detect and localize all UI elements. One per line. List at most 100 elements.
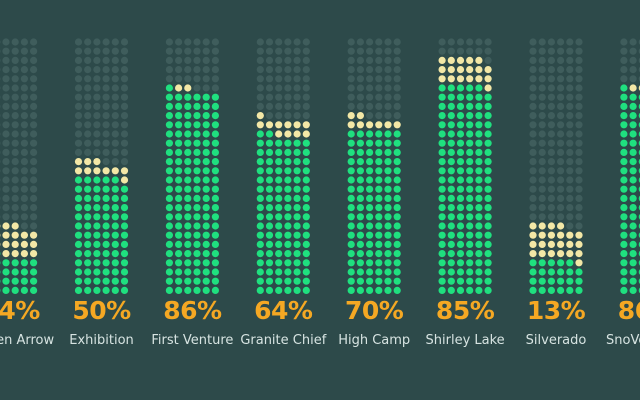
empty-dot	[529, 158, 537, 166]
value-dot	[193, 250, 201, 258]
value-dot	[475, 268, 483, 276]
empty-dot	[547, 47, 556, 55]
empty-dot	[566, 139, 574, 147]
empty-dot	[538, 194, 546, 202]
value-dot	[456, 102, 465, 110]
empty-dot	[366, 102, 374, 110]
value-dot	[375, 231, 383, 239]
empty-dot	[29, 158, 38, 166]
value-dot	[111, 231, 119, 239]
value-dot	[366, 148, 374, 156]
value-dot	[366, 259, 374, 267]
value-dot	[447, 185, 455, 193]
empty-dot	[256, 56, 264, 64]
value-dot	[284, 185, 292, 193]
empty-dot	[547, 139, 556, 147]
value-dot	[102, 194, 110, 202]
empty-dot	[538, 176, 546, 184]
value-dot	[111, 204, 119, 212]
empty-dot	[484, 56, 492, 64]
empty-dot	[102, 139, 110, 147]
empty-dot	[20, 185, 28, 193]
secondary-dot	[629, 84, 637, 92]
value-dot	[175, 176, 183, 184]
value-dot	[93, 222, 101, 230]
value-dot	[438, 93, 446, 101]
value-dot	[302, 259, 310, 267]
secondary-dot	[529, 231, 537, 239]
value-dot	[84, 240, 92, 248]
empty-dot	[566, 185, 574, 193]
value-dot	[120, 194, 129, 202]
value-dot	[484, 231, 492, 239]
empty-dot	[557, 84, 565, 92]
secondary-dot	[20, 231, 28, 239]
empty-dot	[29, 148, 38, 156]
value-dot	[484, 222, 492, 230]
value-dot	[575, 268, 583, 276]
empty-dot	[74, 56, 83, 64]
value-dot	[275, 268, 283, 276]
empty-dot	[84, 148, 92, 156]
value-dot	[447, 93, 455, 101]
value-dot	[74, 204, 83, 212]
value-dot	[447, 121, 455, 129]
empty-dot	[165, 66, 173, 74]
value-dot	[211, 204, 219, 212]
empty-dot	[84, 93, 92, 101]
value-dot	[566, 259, 574, 267]
empty-dot	[566, 56, 574, 64]
empty-dot	[384, 84, 392, 92]
value-dot	[547, 286, 556, 294]
value-dot	[629, 194, 637, 202]
empty-dot	[20, 56, 28, 64]
value-dot	[466, 167, 474, 175]
value-dot	[356, 176, 364, 184]
value-dot	[193, 167, 201, 175]
column-granite-chief	[256, 38, 310, 294]
value-dot	[302, 194, 310, 202]
empty-dot	[256, 93, 264, 101]
value-dot	[629, 148, 637, 156]
empty-dot	[2, 176, 10, 184]
value-dot	[475, 259, 483, 267]
empty-dot	[375, 56, 383, 64]
empty-dot	[74, 102, 83, 110]
value-dot	[193, 259, 201, 267]
value-dot	[529, 268, 537, 276]
value-dot	[302, 185, 310, 193]
empty-dot	[538, 38, 546, 46]
value-dot	[456, 250, 465, 258]
value-dot	[256, 167, 264, 175]
empty-dot	[629, 47, 637, 55]
empty-dot	[29, 194, 38, 202]
value-dot	[84, 194, 92, 202]
value-dot	[193, 277, 201, 285]
value-dot	[393, 185, 401, 193]
empty-dot	[575, 148, 583, 156]
value-dot	[165, 84, 173, 92]
value-dot	[256, 130, 264, 138]
value-dot	[347, 139, 355, 147]
empty-dot	[575, 112, 583, 120]
empty-dot	[538, 167, 546, 175]
value-dot	[111, 194, 119, 202]
empty-dot	[284, 93, 292, 101]
value-dot	[466, 176, 474, 184]
empty-dot	[293, 56, 301, 64]
empty-dot	[20, 148, 28, 156]
empty-dot	[265, 56, 274, 64]
secondary-dot	[384, 121, 392, 129]
value-dot	[456, 240, 465, 248]
value-dot	[466, 213, 474, 221]
value-dot	[193, 231, 201, 239]
value-dot	[447, 112, 455, 120]
secondary-dot	[575, 231, 583, 239]
value-dot	[629, 277, 637, 285]
empty-dot	[120, 47, 129, 55]
value-dot	[466, 148, 474, 156]
empty-dot	[120, 158, 129, 166]
value-dot	[629, 231, 637, 239]
value-dot	[484, 286, 492, 294]
value-dot	[366, 194, 374, 202]
